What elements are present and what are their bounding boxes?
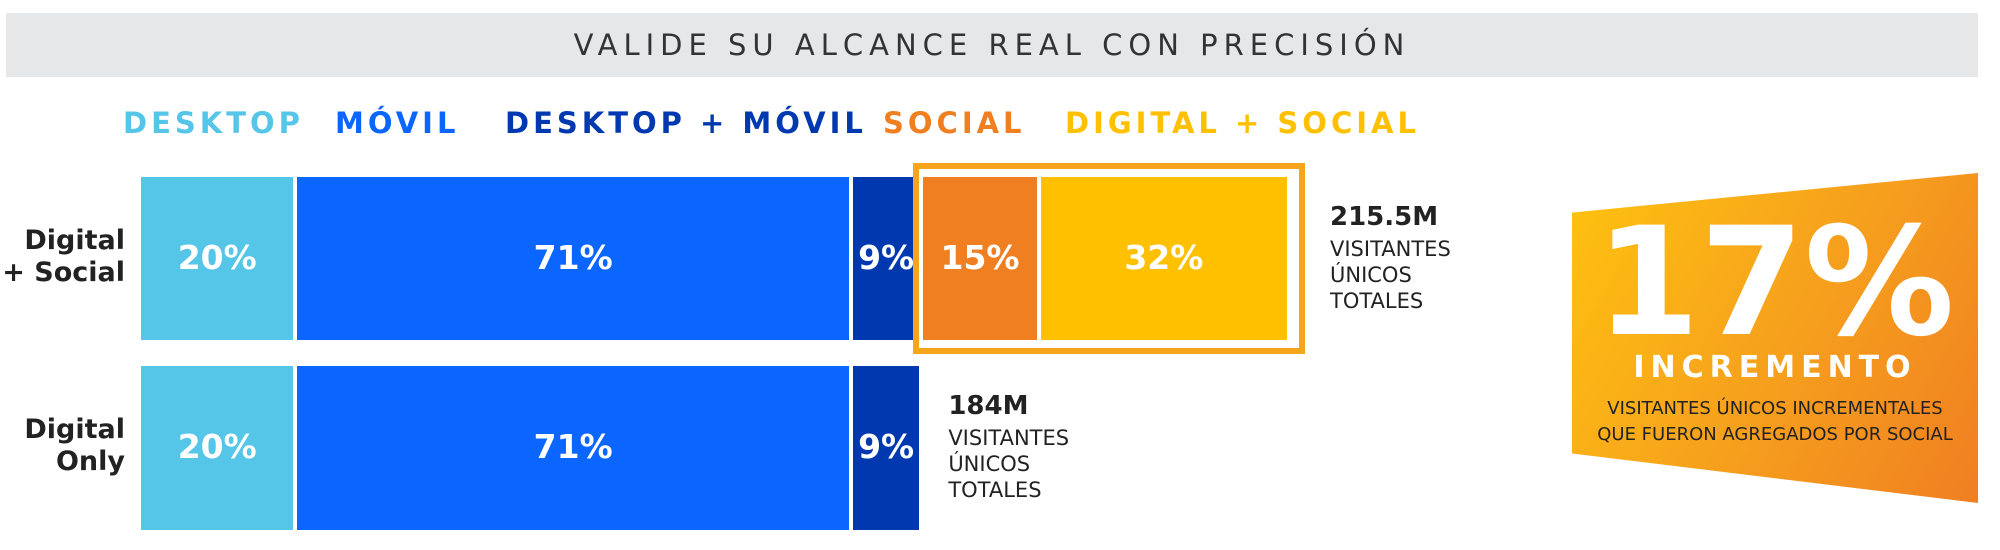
bar-segment	[141, 177, 298, 340]
callout-line: QUE FUERON AGREGADOS POR SOCIAL	[1597, 424, 1953, 445]
value-label: 15%	[940, 237, 1020, 277]
legend-entry: DIGITAL + SOCIAL	[1065, 106, 1420, 140]
value-label: 71%	[533, 427, 613, 466]
total-caption: ÚNICOS	[1330, 263, 1412, 287]
value-label: 20%	[177, 427, 257, 466]
total-caption: TOTALES	[948, 478, 1042, 502]
legend-entry: DESKTOP	[123, 106, 304, 140]
callout-value: 17%	[1595, 196, 1955, 370]
chart-title: VALIDE SU ALCANCE REAL CON PRECISIÓN	[573, 28, 1411, 62]
total-label: 184M	[948, 391, 1029, 421]
value-label: 32%	[1124, 237, 1204, 277]
callout-box	[1572, 173, 1978, 503]
total-caption: VISITANTES	[948, 426, 1070, 450]
highlight-frame	[913, 163, 1305, 354]
value-label: 9%	[858, 427, 915, 466]
total-caption: TOTALES	[1330, 289, 1424, 313]
bar-segment	[297, 366, 853, 530]
callout-title: INCREMENTO	[1633, 350, 1917, 385]
bar-segment	[1040, 177, 1291, 340]
legend-entry: MÓVIL	[335, 106, 460, 140]
header-bar	[6, 13, 1978, 77]
total-label: 215.5M	[1330, 202, 1439, 232]
category-label: Digital + Social	[2, 224, 125, 288]
total-caption: VISITANTES	[1330, 237, 1451, 261]
value-label: 20%	[177, 237, 257, 277]
bar-segment	[297, 177, 853, 340]
value-label: 9%	[858, 237, 915, 277]
category-label: Digital Only	[24, 414, 125, 477]
callout-line: VISITANTES ÚNICOS INCREMENTALES	[1607, 398, 1943, 419]
bar-segment	[141, 366, 298, 530]
legend-entry: DESKTOP + MÓVIL	[505, 106, 867, 140]
bar-segment	[852, 366, 924, 530]
total-caption: ÚNICOS	[948, 452, 1031, 476]
bar-segment	[923, 177, 1041, 340]
value-label: 71%	[533, 237, 613, 277]
bar-segment	[852, 177, 924, 340]
legend-entry: SOCIAL	[883, 106, 1026, 140]
